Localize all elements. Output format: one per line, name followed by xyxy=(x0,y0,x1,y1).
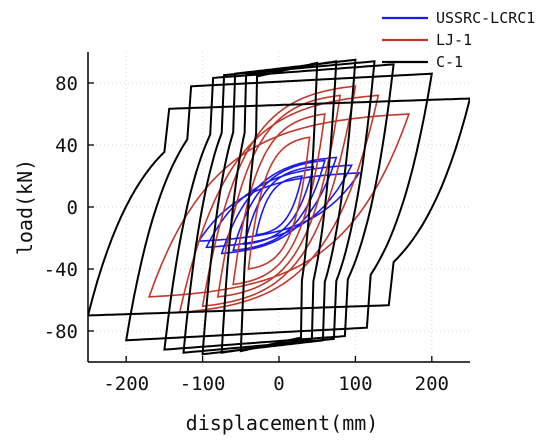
y-tick-label: 40 xyxy=(55,135,78,157)
x-tick-label: 100 xyxy=(338,373,372,395)
legend-label: LJ-1 xyxy=(436,31,472,49)
x-tick-label: -100 xyxy=(180,373,226,395)
axes xyxy=(87,52,470,363)
x-tick-label: 0 xyxy=(273,373,284,395)
y-axis-label: load(kN) xyxy=(13,159,37,255)
tick-labels: -200 -100 0 100 200 -80 -40 0 40 80 xyxy=(44,73,449,395)
y-tick-label: -80 xyxy=(44,321,78,343)
loop xyxy=(205,164,353,249)
loop xyxy=(163,63,395,351)
legend-label: USSRC-LCRC1 xyxy=(436,9,535,27)
y-tick-label: 80 xyxy=(55,73,78,95)
x-tick-label: -200 xyxy=(103,373,149,395)
x-axis-label: displacement(mm) xyxy=(186,411,379,435)
loop xyxy=(247,136,311,270)
loop xyxy=(232,113,326,286)
loop xyxy=(178,94,380,314)
series-curves xyxy=(88,58,470,356)
loop xyxy=(255,175,303,236)
grid-dots xyxy=(88,52,470,362)
y-tick-label: -40 xyxy=(44,259,78,281)
legend: USSRC-LCRC1 LJ-1 C-1 xyxy=(382,9,535,71)
legend-label: C-1 xyxy=(436,53,463,71)
loop xyxy=(125,72,433,342)
series-c-1 xyxy=(88,58,470,356)
x-tick-label: 200 xyxy=(415,373,449,395)
loop xyxy=(220,156,338,255)
loop xyxy=(88,97,470,317)
loop xyxy=(147,113,411,298)
series-lj-1 xyxy=(147,85,411,314)
y-tick-label: 0 xyxy=(67,197,78,219)
loop xyxy=(182,60,376,354)
